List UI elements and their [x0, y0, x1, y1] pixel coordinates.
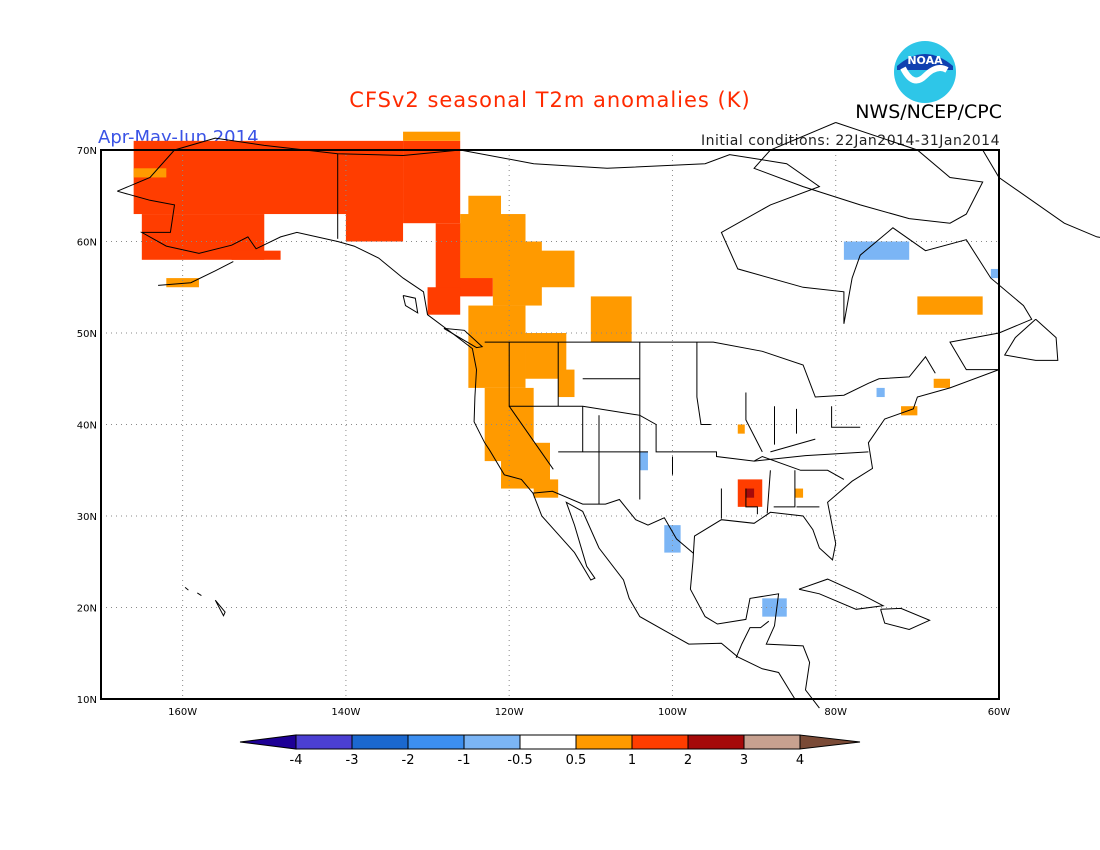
lat-tick-label: 30N [77, 512, 97, 523]
colorbar-swatch [743, 734, 801, 750]
colorbar-label: -1 [458, 753, 471, 768]
anomaly-cell [345, 150, 404, 242]
map-frame [100, 149, 1000, 700]
initial-conditions: Initial conditions: 22Jan2014-31Jan2014 [701, 133, 1000, 149]
anomaly-cell [525, 250, 575, 288]
colorbar-label: 2 [684, 753, 692, 768]
border-line [770, 438, 816, 453]
anomaly-cells [133, 131, 999, 617]
island-outline [402, 295, 419, 314]
map-title: CFSv2 seasonal T2m anomalies (K) [349, 88, 751, 112]
anomaly-cell [590, 296, 632, 343]
colorbar-swatch [687, 734, 745, 750]
border-line [745, 488, 758, 515]
anomaly-cell [166, 278, 199, 288]
colorbar-label: 3 [740, 753, 748, 768]
island-outline [798, 578, 885, 610]
color-bar: -4 -3 -2 -1 -0.5 0.5 1 2 3 4 [239, 734, 861, 768]
border-line [532, 490, 695, 554]
noaa-logo: NOAA [894, 41, 956, 103]
border-line [754, 451, 869, 462]
border-line [773, 470, 796, 508]
colorbar-label: -0.5 [507, 753, 532, 768]
colorbar-arrow-high [799, 734, 861, 750]
border-line [735, 620, 770, 658]
lat-tick-label: 50N [77, 329, 97, 340]
colorbar-swatch [631, 734, 689, 750]
anomaly-cell [403, 131, 461, 141]
island-outline [1003, 318, 1059, 361]
border-line [766, 470, 771, 514]
island-outline [184, 587, 189, 591]
lon-tick-label: 140W [331, 707, 360, 718]
lat-tick-label: 40N [77, 421, 97, 432]
border-line [831, 406, 861, 428]
lon-tick-label: 80W [824, 707, 847, 718]
lon-tick-label: 100W [658, 707, 687, 718]
svg-text:NOAA: NOAA [907, 54, 943, 67]
anomaly-cell [933, 378, 951, 388]
anomaly-cell [843, 241, 910, 260]
colorbar-swatch [463, 734, 521, 750]
anomaly-cell [468, 305, 526, 388]
axis-labels: 160W 140W 120W 100W 80W 60W 70N 60N 50N 40N 30N 20N… [77, 146, 1011, 718]
lat-tick-label: 70N [77, 146, 97, 157]
anomaly-cell [533, 479, 559, 498]
lon-tick-label: 60W [988, 707, 1011, 718]
anomaly-cell [990, 268, 999, 279]
anomaly-cell [558, 369, 575, 398]
island-outline [982, 149, 1100, 238]
island-outline [214, 599, 226, 617]
anomaly-cell [745, 488, 755, 498]
colorbar-swatch [519, 734, 577, 750]
coastlines [117, 122, 1100, 709]
colorbar-swatch [407, 734, 465, 750]
island-outline [880, 607, 931, 631]
anomaly-cell [664, 525, 681, 553]
island-outline [197, 592, 202, 597]
colorbar-swatch [295, 734, 353, 750]
lat-tick-label: 60N [77, 238, 97, 249]
colorbar-label: -4 [290, 753, 303, 768]
colorbar-swatch [575, 734, 633, 750]
island-outline [443, 327, 484, 349]
lon-tick-label: 120W [495, 707, 524, 718]
anomaly-cell [917, 296, 983, 315]
colorbar-label: -3 [346, 753, 359, 768]
border-line [745, 392, 763, 453]
border-line [508, 342, 845, 480]
anomaly-cell [762, 598, 787, 617]
coastline [158, 261, 234, 286]
anomaly-cell [468, 195, 502, 224]
anomaly-cell [231, 250, 281, 260]
border-line [508, 405, 554, 470]
colorbar-label: 4 [796, 753, 804, 768]
colorbar-label: -2 [402, 753, 415, 768]
anomaly-cell [427, 287, 461, 315]
lat-tick-label: 20N [77, 604, 97, 615]
colorbar-arrow-low [239, 734, 297, 750]
coastline [117, 190, 796, 700]
anomaly-cell [639, 451, 648, 471]
anomaly-cell [737, 424, 745, 434]
colorbar-label: 0.5 [566, 753, 587, 768]
border-line [484, 341, 936, 398]
anomaly-cell [794, 488, 804, 498]
anomaly-cell [133, 168, 167, 178]
coastline [117, 137, 1033, 709]
colorbar-swatch [351, 734, 409, 750]
agency-label: NWS/NCEP/CPC [855, 101, 1002, 123]
anomaly-cell [876, 387, 885, 398]
island-outline [753, 122, 984, 224]
colorbar-label: 1 [628, 753, 636, 768]
lon-tick-label: 160W [168, 707, 197, 718]
lat-tick-label: 10N [77, 695, 97, 706]
border-line [696, 342, 711, 425]
